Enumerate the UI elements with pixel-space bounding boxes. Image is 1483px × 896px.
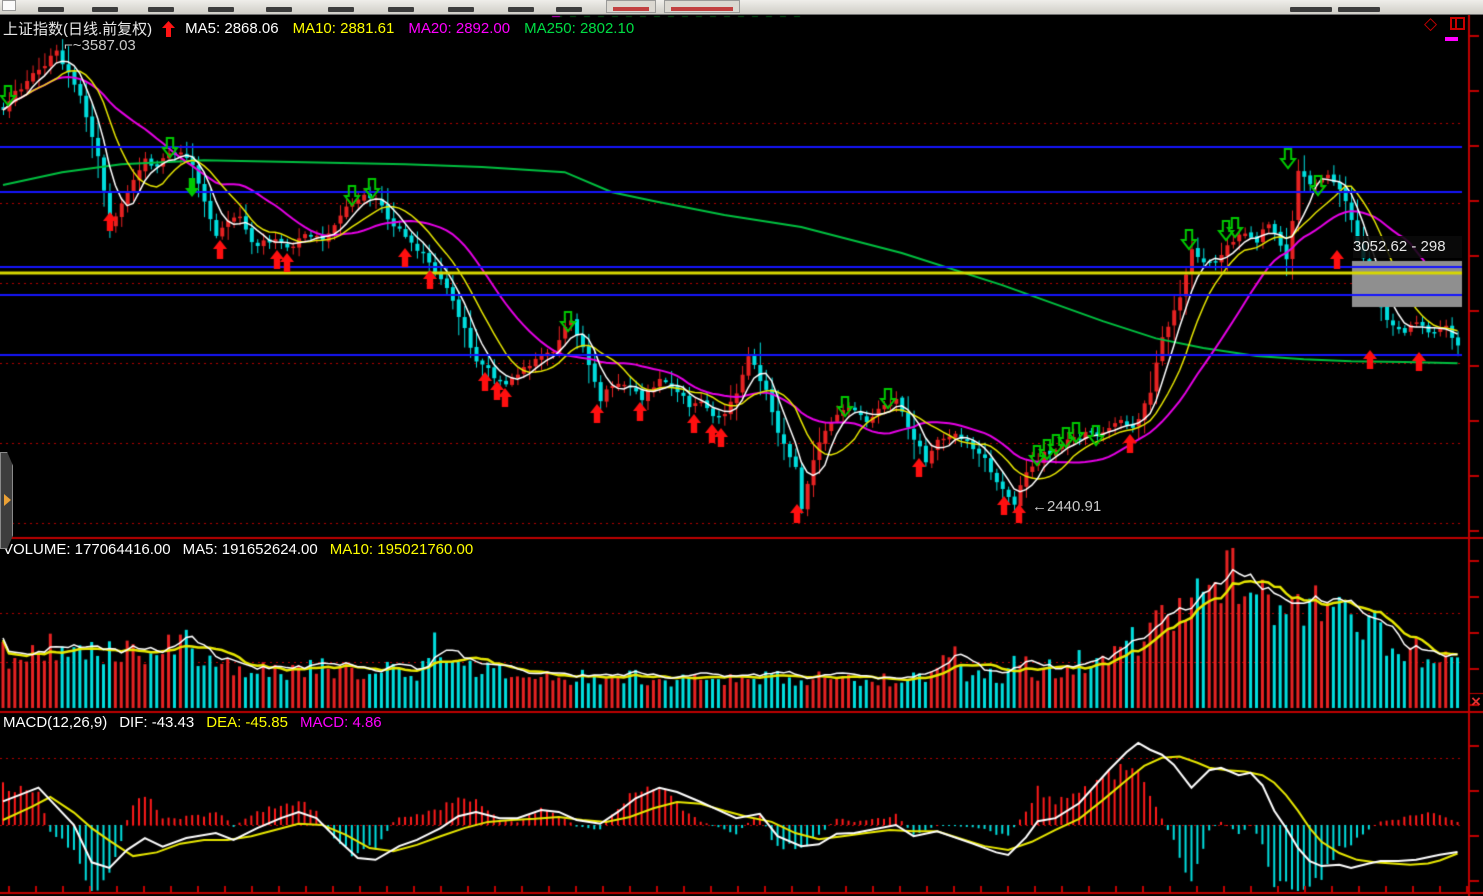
volume-legend: VOLUME: 177064416.00 MA5: 191652624.00 MA1… (3, 541, 473, 558)
indicator-value: MACD: 4.86 (299, 714, 382, 731)
macd-legend: MACD(12,26,9) DIF: -43.43 DEA: -45.85 MACD:… (3, 714, 382, 731)
indicator-value: MA5: 2868.06 (185, 20, 279, 37)
toolbar-button[interactable] (606, 0, 656, 13)
menu-item (1290, 7, 1332, 12)
indicator-value: DIF: -43.43 (119, 714, 195, 731)
toolbar-logo-icon (2, 0, 16, 11)
indicator-value: DEA: -45.85 (206, 714, 288, 731)
indicator-value: MACD(12,26,9) (3, 714, 108, 731)
menu-item[interactable] (448, 7, 474, 12)
menu-item[interactable] (148, 7, 174, 12)
menu-item[interactable] (92, 7, 118, 12)
expand-arrow-icon (4, 494, 11, 506)
peak-price-label: ⌐~3587.03 (64, 37, 136, 54)
up-arrow-icon (162, 20, 176, 37)
indicator-value: VOLUME: 177064416.00 (3, 541, 171, 558)
indicator-value: MA20: 2892.00 (408, 20, 511, 37)
menu-item[interactable] (266, 7, 292, 12)
sidebar-expand-tab[interactable] (0, 452, 13, 549)
indicator-value: MA10: 2881.61 (292, 20, 395, 37)
volume-indicator-values: VOLUME: 177064416.00 MA5: 191652624.00 MA1… (3, 541, 473, 558)
ma-indicator-values: MA5: 2868.06 MA10: 2881.61 MA20: 2892.00 MA… (185, 20, 634, 37)
toolbar-button[interactable] (664, 0, 740, 13)
chart-title: 上证指数(日线.前复权) (3, 21, 153, 38)
macd-indicator-values: MACD(12,26,9) DIF: -43.43 DEA: -45.85 MACD:… (3, 714, 382, 731)
menu-item[interactable] (38, 7, 64, 12)
menu-item[interactable] (556, 7, 582, 12)
low-price-label: ←2440.91 (1032, 498, 1102, 515)
menu-toolbar[interactable] (0, 0, 1483, 15)
menu-item (1338, 7, 1380, 12)
indicator-value: MA250: 2802.10 (524, 20, 635, 37)
indicator-value: MA10: 195021760.00 (329, 541, 474, 558)
split-window-icon[interactable] (1450, 17, 1465, 30)
diamond-icon[interactable]: ◇ (1424, 14, 1438, 33)
indicator-value: MA5: 191652624.00 (182, 541, 318, 558)
menu-item[interactable] (208, 7, 234, 12)
magenta-marker (1445, 37, 1458, 41)
menu-item[interactable] (388, 7, 414, 12)
menu-item[interactable] (508, 7, 534, 12)
close-panel-icon[interactable]: × (1471, 692, 1481, 711)
main-chart-legend: 上证指数(日线.前复权) MA5: 2868.06 MA10: 2881.61 MA… (3, 18, 634, 39)
crosshair-price-tooltip: 3052.62 - 298 (1353, 236, 1462, 258)
menu-item[interactable] (328, 7, 354, 12)
